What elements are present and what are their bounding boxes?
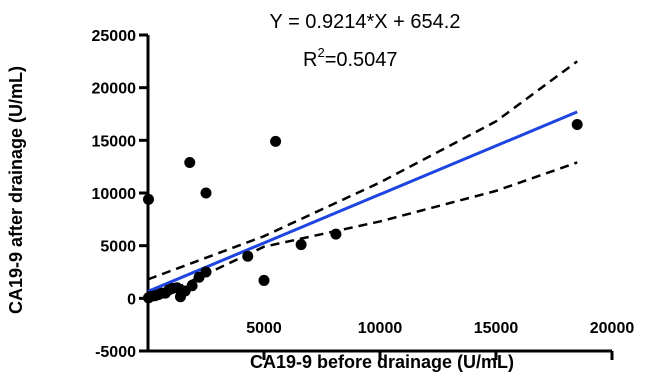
data-point <box>186 280 198 292</box>
data-point <box>258 274 270 286</box>
y-tick-label: 5000 <box>100 239 136 256</box>
x-tick-label: 15000 <box>474 320 519 337</box>
r-squared-superscript: 2 <box>317 45 324 60</box>
x-ticks: 5000 10000 15000 20000 <box>246 320 634 360</box>
data-points <box>142 119 583 304</box>
regression-line <box>147 110 578 293</box>
data-point <box>571 119 583 131</box>
confidence-band-lower <box>147 161 578 303</box>
x-axis-title: CA19-9 before drainage (U/mL) <box>250 352 514 372</box>
data-point <box>242 250 254 262</box>
confidence-band-upper <box>147 60 578 281</box>
x-tick-label: 5000 <box>246 320 282 337</box>
y-axis-title: CA19-9 after drainage (U/mL) <box>6 66 26 314</box>
y-tick-label: 15000 <box>92 133 137 150</box>
data-point <box>200 266 212 278</box>
y-ticks: -5000 0 5000 10000 15000 20000 25000 <box>92 28 148 361</box>
y-axis: -5000 0 5000 10000 15000 20000 25000 <box>92 28 150 361</box>
data-point <box>270 135 282 147</box>
x-tick-label: 10000 <box>358 320 403 337</box>
y-tick-label: 25000 <box>92 28 137 45</box>
data-point <box>200 187 212 199</box>
data-point <box>295 239 307 251</box>
r-squared: R2=0.5047 <box>303 45 398 71</box>
y-tick-label: 0 <box>127 291 136 308</box>
y-tick-label: 20000 <box>92 81 137 98</box>
r-squared-symbol: R <box>303 49 317 71</box>
r-squared-value: =0.5047 <box>325 49 398 71</box>
x-tick-label: 20000 <box>590 320 635 337</box>
data-point <box>184 156 196 168</box>
y-tick-label: 10000 <box>92 186 137 203</box>
data-point <box>142 193 154 205</box>
regression-equation: Y = 0.9214*X + 654.2 <box>270 11 461 33</box>
confidence-band <box>147 60 578 303</box>
y-tick-label: -5000 <box>95 344 136 361</box>
x-axis: 5000 10000 15000 20000 <box>148 320 634 360</box>
data-point <box>330 228 342 240</box>
